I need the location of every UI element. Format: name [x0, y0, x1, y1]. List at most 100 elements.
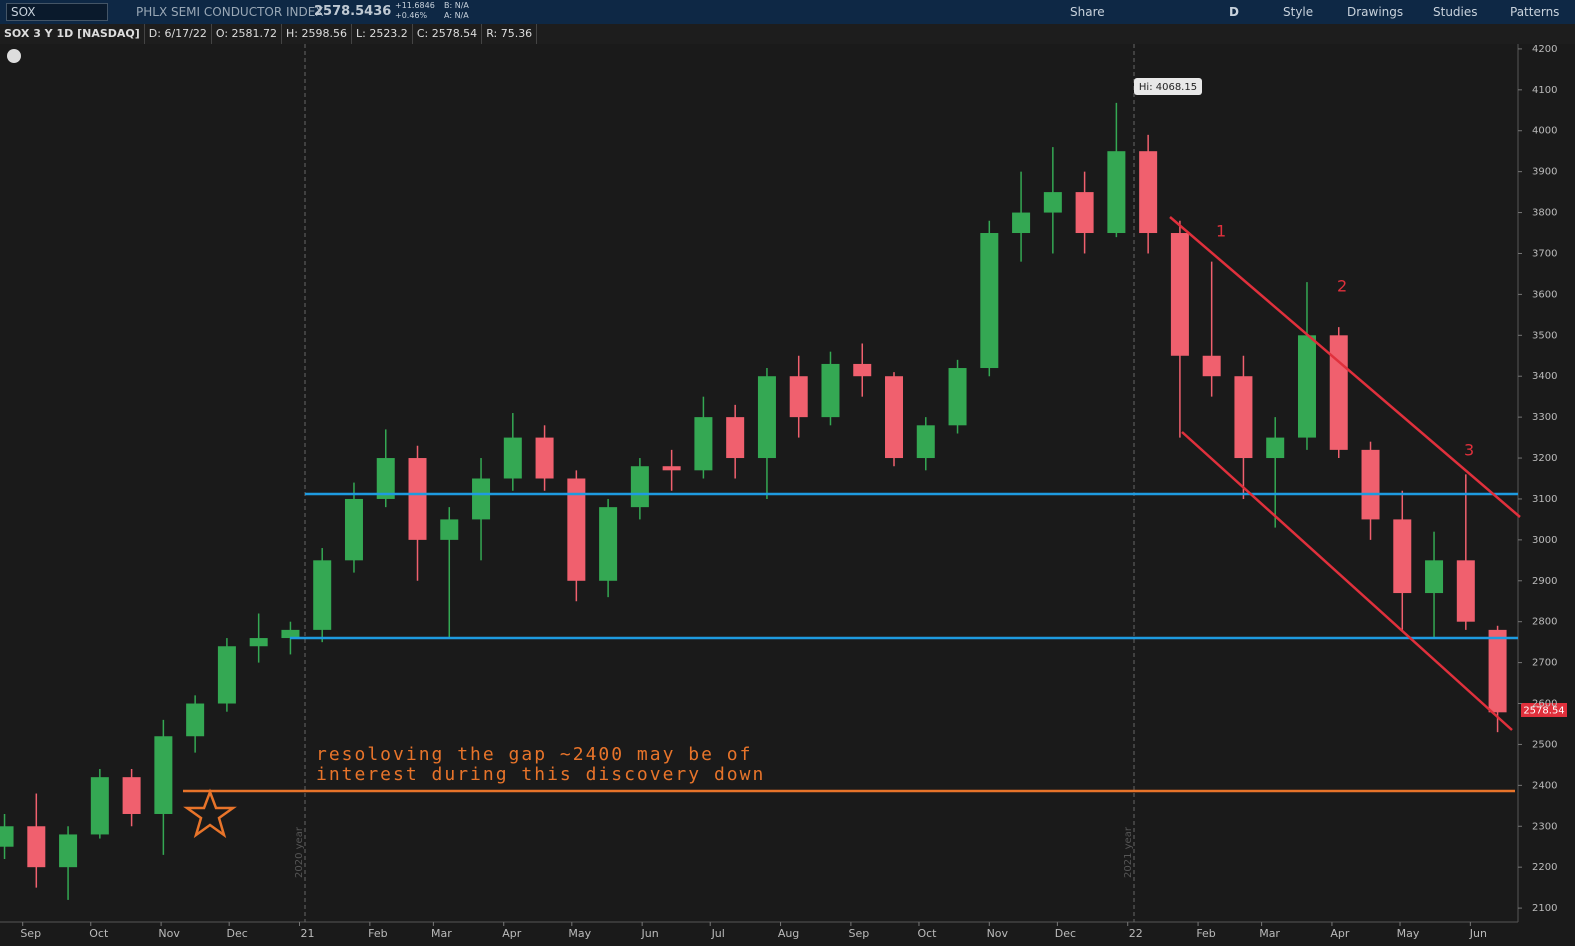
candle-body — [1202, 355, 1221, 377]
y-tick-label: 3500 — [1532, 330, 1557, 341]
x-tick-label: Mar — [1259, 927, 1280, 940]
candle-body — [1456, 560, 1475, 622]
x-tick-label: 22 — [1129, 927, 1143, 940]
change-pct: +0.46% — [395, 11, 428, 20]
candle-body — [0, 826, 14, 847]
x-tick-label: Sep — [849, 927, 870, 940]
price-tag — [1521, 703, 1567, 717]
hi-label: Hi: 4068.15 — [1139, 82, 1197, 93]
candle-body — [1139, 151, 1158, 234]
channel-line — [1169, 216, 1521, 518]
y-tick-label: 2600 — [1532, 699, 1557, 710]
ask: A: N/A — [444, 11, 469, 20]
y-tick-label: 3300 — [1532, 412, 1557, 423]
drawings-button[interactable]: Drawings — [1347, 5, 1404, 19]
candle-body — [1425, 560, 1444, 594]
candle-body — [472, 478, 491, 520]
candle-body — [1170, 233, 1189, 356]
x-tick-label: Apr — [1330, 927, 1350, 940]
info-item: SOX 3 Y 1D [NASDAQ] — [0, 24, 145, 44]
y-tick-label: 3200 — [1532, 453, 1557, 464]
change: +11.6846 — [395, 1, 435, 10]
y-tick-label: 3100 — [1532, 494, 1557, 505]
candle-body — [885, 376, 904, 459]
style-button[interactable]: Style — [1283, 5, 1314, 19]
annotation: 1 — [1216, 222, 1226, 241]
candles — [0, 102, 1507, 900]
y-tick-label: 2300 — [1532, 821, 1557, 832]
x-tick-label: Dec — [227, 927, 248, 940]
x-tick-label: Jun — [641, 927, 659, 940]
x-tick-label: Nov — [987, 927, 1009, 940]
channel-line — [1181, 431, 1513, 731]
annotation: 3 — [1464, 441, 1474, 460]
candle-body — [821, 363, 840, 418]
candle-body — [408, 458, 427, 540]
y-tick-label: 2800 — [1532, 617, 1557, 628]
y-tick-label: 3600 — [1532, 289, 1557, 300]
candle-body — [1329, 335, 1348, 450]
candle-body — [1107, 151, 1126, 234]
info-item: D: 6/17/22 — [145, 24, 212, 44]
candle-body — [249, 638, 268, 647]
description: PHLX SEMI CONDUCTOR INDEX — [136, 5, 324, 19]
x-tick-label: Dec — [1055, 927, 1076, 940]
x-tick-label: Oct — [89, 927, 109, 940]
candle-body — [154, 736, 173, 814]
y-tick-label: 3800 — [1532, 208, 1557, 219]
info-item: H: 2598.56 — [282, 24, 352, 44]
candle-body — [440, 519, 459, 540]
x-tick-label: May — [568, 927, 591, 940]
candle-body — [186, 703, 205, 737]
annotation: resoloving the gap ~2400 may be of — [316, 744, 752, 765]
star — [183, 788, 237, 839]
studies-button[interactable]: Studies — [1433, 5, 1478, 19]
last-price: 2578.5436 — [314, 4, 392, 19]
price-axis — [1518, 44, 1575, 946]
x-tick-label: May — [1397, 927, 1420, 940]
candle-body — [1488, 629, 1507, 713]
x-tick-label: Sep — [20, 927, 41, 940]
price-tag-label: 2578.54 — [1523, 706, 1564, 717]
y-tick-label: 3000 — [1532, 535, 1557, 546]
candle-body — [1266, 437, 1285, 459]
y-tick-label: 2500 — [1532, 739, 1557, 750]
candle-body — [980, 233, 999, 369]
y-tick-label: 2100 — [1532, 903, 1557, 914]
bid: B: N/A — [444, 1, 469, 10]
candle-body — [344, 498, 363, 561]
candle-body — [376, 458, 395, 499]
x-tick-label: Jun — [1469, 927, 1487, 940]
candle-body — [503, 437, 522, 479]
candle-body — [122, 777, 141, 814]
alert-icon[interactable] — [7, 49, 21, 63]
patterns-button[interactable]: Patterns — [1510, 5, 1560, 19]
candle-body — [757, 376, 776, 459]
x-tick-label: Nov — [158, 927, 180, 940]
info-item: O: 2581.72 — [212, 24, 283, 44]
symbol-input[interactable]: SOX — [6, 3, 108, 21]
candle-body — [853, 363, 872, 377]
x-tick-label: Apr — [502, 927, 522, 940]
candle-body — [1393, 519, 1412, 594]
candle-body — [630, 466, 649, 508]
chart: 2020 year 2021 year 1 2 3 resoloving the… — [0, 44, 1575, 946]
candle-body — [948, 368, 967, 426]
y-tick-label: 3900 — [1532, 167, 1557, 178]
info-item: R: 75.36 — [482, 24, 538, 44]
candle-body — [1297, 335, 1316, 438]
annotation: interest during this discovery down — [316, 764, 765, 785]
candle-body — [1012, 212, 1031, 234]
x-tick-label: Feb — [368, 927, 387, 940]
y-tick-label: 2900 — [1532, 576, 1557, 587]
share-button[interactable]: Share — [1070, 5, 1105, 19]
y-tick-label: 4100 — [1532, 85, 1557, 96]
x-tick-label: 21 — [301, 927, 315, 940]
info-bar: SOX 3 Y 1D [NASDAQ] D: 6/17/22 O: 2581.7… — [0, 24, 1575, 44]
candle-body — [1234, 376, 1253, 459]
x-tick-label: Mar — [431, 927, 452, 940]
candle-body — [313, 560, 332, 630]
candle-body — [789, 376, 808, 418]
period-button[interactable]: D — [1229, 5, 1239, 19]
